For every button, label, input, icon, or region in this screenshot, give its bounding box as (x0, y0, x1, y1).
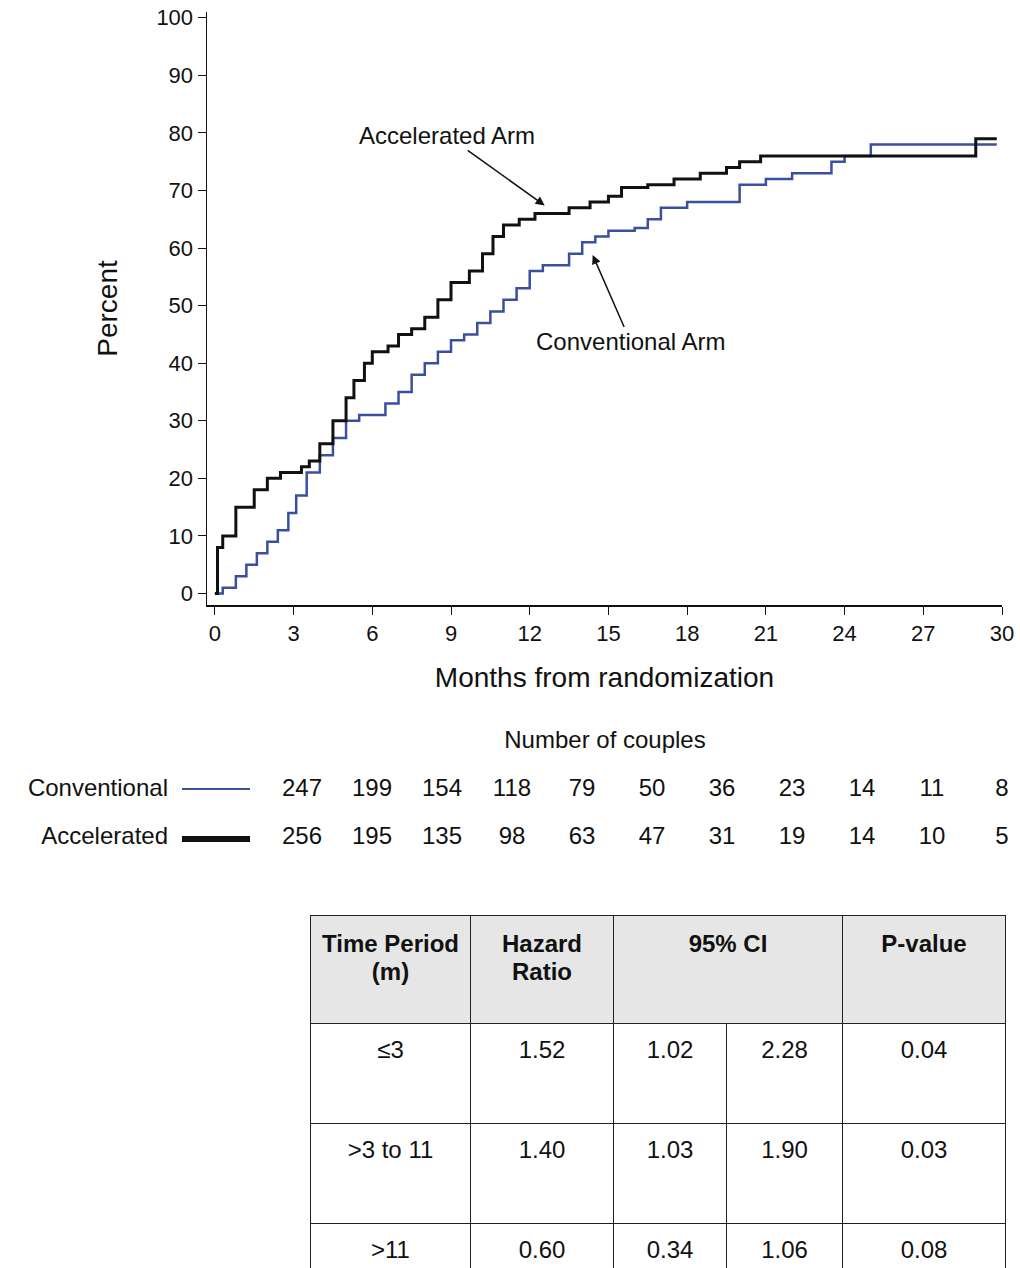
html-text:1.06: 1.06 (761, 1236, 808, 1263)
html-text:0.08: 0.08 (900, 1236, 948, 1263)
html-text:Hazard Ratio: Hazard Ratio (502, 930, 582, 985)
html-text:0.60: 0.60 (518, 1236, 566, 1263)
svg-text:Conventional Arm: Conventional Arm (536, 328, 725, 355)
svg-text:80: 80 (169, 121, 193, 146)
html-text:14: 14 (848, 822, 876, 849)
html-text:118: 118 (492, 774, 532, 801)
html-text:>3 to 11: >3 to 11 (347, 1136, 434, 1163)
html-text:>11: >11 (371, 1236, 410, 1263)
svg-text:Percent: Percent (92, 260, 123, 357)
svg-text:Months from randomization: Months from randomization (435, 662, 774, 693)
html-text:1.02: 1.02 (646, 1036, 694, 1063)
html-text:Accelerated: Accelerated (41, 822, 168, 849)
svg-text:6: 6 (366, 621, 378, 646)
html-text:23: 23 (778, 774, 806, 801)
svg-text:30: 30 (169, 408, 193, 433)
html-text:Conventional: Conventional (27, 774, 168, 801)
svg-text:3: 3 (287, 621, 299, 646)
html-text:195: 195 (352, 822, 392, 849)
svg-text:40: 40 (169, 351, 193, 376)
svg-text:15: 15 (596, 621, 620, 646)
html-text:199: 199 (352, 774, 392, 801)
svg-text:0: 0 (209, 621, 221, 646)
html-text:10: 10 (918, 822, 946, 849)
svg-text:9: 9 (445, 621, 457, 646)
html-text:1.90: 1.90 (761, 1136, 808, 1163)
svg-text:20: 20 (169, 466, 193, 491)
html-text:79: 79 (568, 774, 596, 801)
svg-text:50: 50 (169, 293, 193, 318)
html-text:2.28: 2.28 (761, 1036, 808, 1063)
svg-text:0: 0 (181, 581, 193, 606)
svg-text:60: 60 (169, 236, 193, 261)
svg-text:18: 18 (675, 621, 699, 646)
html-text:50: 50 (638, 774, 666, 801)
html-text:11: 11 (919, 774, 945, 801)
html-text:Time Period (m): Time Period (m) (322, 930, 459, 985)
svg-text:21: 21 (754, 621, 778, 646)
svg-text:Accelerated Arm: Accelerated Arm (359, 122, 535, 149)
svg-text:10: 10 (169, 524, 193, 549)
svg-text:27: 27 (911, 621, 935, 646)
html-text:1.40: 1.40 (518, 1136, 566, 1163)
html-text:14: 14 (848, 774, 876, 801)
svg-text:70: 70 (169, 178, 193, 203)
html-text:≤3: ≤3 (377, 1036, 404, 1063)
html-text:P-value: P-value (881, 930, 967, 957)
html-text:8: 8 (995, 774, 1009, 801)
svg-text:30: 30 (990, 621, 1014, 646)
svg-text:100: 100 (156, 5, 193, 30)
html-text:0.34: 0.34 (646, 1236, 694, 1263)
html-text:256: 256 (282, 822, 322, 849)
html-text:247: 247 (282, 774, 322, 801)
html-text:135: 135 (422, 822, 462, 849)
html-text:0.03: 0.03 (900, 1136, 948, 1163)
svg-text:12: 12 (517, 621, 541, 646)
html-text:5: 5 (995, 822, 1009, 849)
html-text:36: 36 (708, 774, 736, 801)
html-text:19: 19 (778, 822, 806, 849)
svg-text:90: 90 (169, 63, 193, 88)
html-text:1.52: 1.52 (518, 1036, 566, 1063)
svg-text:24: 24 (832, 621, 856, 646)
html-text:98: 98 (498, 822, 526, 849)
html-text:63: 63 (568, 822, 596, 849)
html-text:95% CI: 95% CI (688, 930, 768, 957)
html-text:154: 154 (422, 774, 462, 801)
html-text:Number of couples: Number of couples (504, 726, 706, 753)
html-text:31: 31 (708, 822, 736, 849)
html-text:0.04: 0.04 (900, 1036, 948, 1063)
html-text:1.03: 1.03 (646, 1136, 694, 1163)
html-text:47: 47 (638, 822, 666, 849)
